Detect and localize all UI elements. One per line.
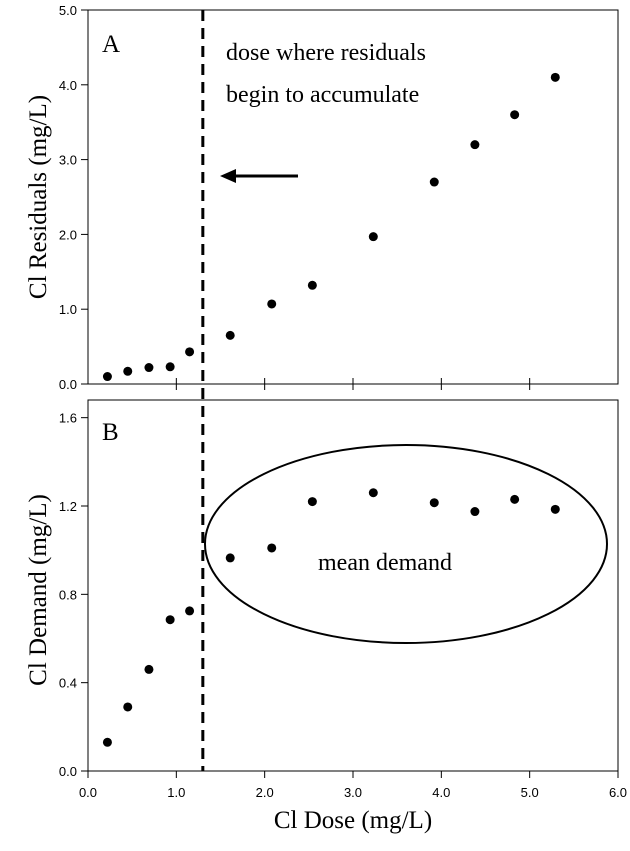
- panel-a-points: [102, 72, 560, 382]
- data-point: [185, 606, 195, 616]
- arrow-icon: [220, 169, 298, 183]
- annotation-line-2: begin to accumulate: [226, 82, 419, 108]
- panel-b-label: B: [102, 419, 119, 446]
- data-point: [102, 737, 112, 747]
- data-point: [144, 664, 154, 674]
- data-point: [123, 702, 133, 712]
- x-axis-ticks: 0.0 1.0 2.0 3.0 4.0 5.0 6.0: [79, 771, 627, 800]
- y-tick-label: 1.2: [59, 499, 77, 514]
- data-point: [368, 488, 378, 498]
- data-point: [225, 330, 235, 340]
- mean-demand-label: mean demand: [318, 550, 452, 576]
- data-point: [185, 347, 195, 357]
- mean-demand-ellipse: [204, 444, 608, 644]
- y-tick-label: 0.0: [59, 764, 77, 779]
- x-tick-label: 1.0: [167, 785, 185, 800]
- data-point: [429, 498, 439, 508]
- y-tick-label: 2.0: [59, 227, 77, 242]
- panel-a-y-ticks: 0.0 1.0 2.0 3.0 4.0 5.0: [59, 3, 88, 392]
- data-point: [144, 363, 154, 373]
- x-tick-label: 5.0: [521, 785, 539, 800]
- data-point: [307, 280, 317, 290]
- y-tick-label: 0.4: [59, 676, 77, 691]
- data-point: [267, 543, 277, 553]
- panel-a-y-axis-title: Cl Residuals (mg/L): [25, 95, 52, 299]
- panel-b-y-axis-title: Cl Demand (mg/L): [25, 494, 52, 686]
- data-point: [470, 140, 480, 150]
- data-point: [429, 177, 439, 187]
- x-tick-label: 2.0: [256, 785, 274, 800]
- y-tick-label: 5.0: [59, 3, 77, 18]
- y-tick-label: 1.6: [59, 411, 77, 426]
- data-point: [165, 615, 175, 625]
- data-point: [550, 504, 560, 514]
- y-tick-label: 0.8: [59, 587, 77, 602]
- y-tick-label: 1.0: [59, 302, 77, 317]
- y-tick-label: 0.0: [59, 377, 77, 392]
- divider-x-ticks: [175, 378, 531, 390]
- data-point: [470, 507, 480, 517]
- data-point: [165, 362, 175, 372]
- panel-a-frame: [87, 9, 619, 385]
- x-tick-label: 3.0: [344, 785, 362, 800]
- data-point: [307, 497, 317, 507]
- data-point: [510, 110, 520, 120]
- data-point: [267, 299, 277, 309]
- annotation-line-1: dose where residuals: [226, 40, 426, 66]
- panel-b-points: [102, 488, 560, 747]
- data-point: [510, 494, 520, 504]
- data-point: [102, 372, 112, 382]
- panel-a-label: A: [102, 31, 120, 58]
- y-tick-label: 4.0: [59, 78, 77, 93]
- data-point: [123, 366, 133, 376]
- data-point: [550, 72, 560, 82]
- x-axis-title: Cl Dose (mg/L): [274, 807, 432, 834]
- y-tick-label: 3.0: [59, 153, 77, 168]
- panel-b-y-ticks: 0.0 0.4 0.8 1.2 1.6: [59, 411, 88, 779]
- x-tick-label: 4.0: [432, 785, 450, 800]
- x-tick-label: 0.0: [79, 785, 97, 800]
- panel-b-frame: [87, 399, 619, 772]
- data-point: [368, 232, 378, 242]
- x-tick-label: 6.0: [609, 785, 627, 800]
- data-point: [225, 553, 235, 563]
